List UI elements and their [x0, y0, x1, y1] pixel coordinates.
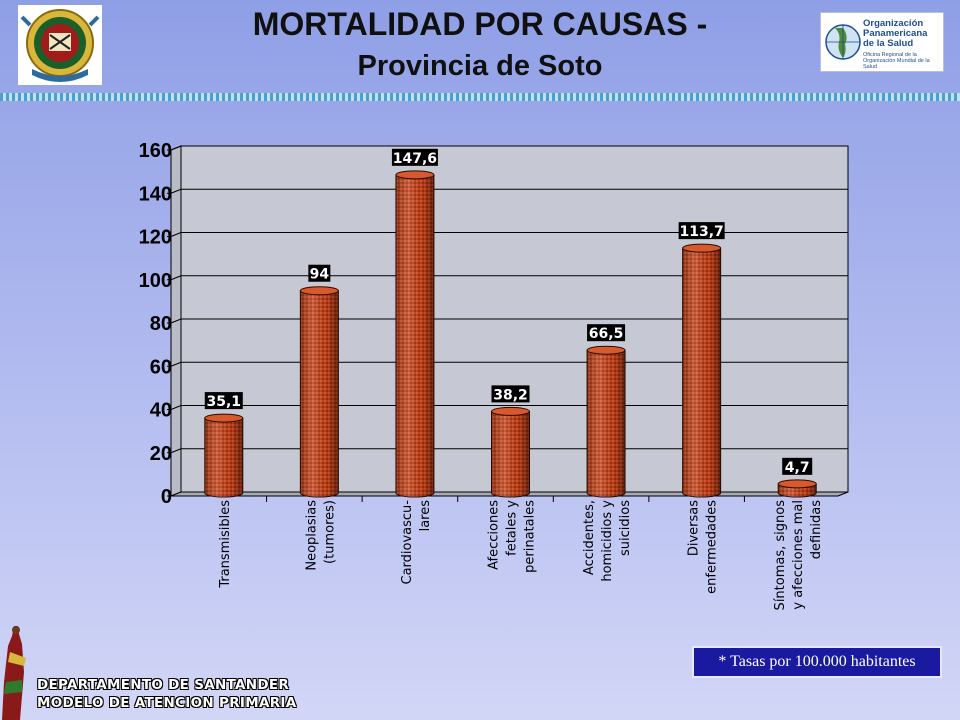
x-category-label-group: Accidentes, homicidios y suicidios	[582, 500, 633, 582]
footer-model: MODELO DE ATENCION PRIMARIA	[37, 695, 297, 711]
gridline-side	[170, 361, 182, 367]
x-category-label-group: Afecciones fetales y perinatales	[487, 500, 538, 573]
x-category-label: definidas	[809, 500, 824, 560]
value-label-box	[204, 392, 243, 410]
value-label: 113,7	[679, 224, 723, 240]
bar-top	[204, 413, 244, 423]
gridline-side	[170, 448, 182, 454]
gridline-side	[170, 318, 182, 324]
rates-note: * Tasas por 100.000 habitantes	[692, 646, 942, 678]
bar-top	[682, 243, 722, 253]
x-category-label: Cardiovascu-	[400, 500, 415, 585]
gridline-side	[170, 405, 182, 410]
bar-shading	[491, 411, 530, 497]
x-category-label: Accidentes,	[582, 500, 597, 575]
value-label: 4,7	[785, 460, 810, 476]
y-tick-label: 140	[139, 183, 172, 205]
ops-logo-name: Organización Panamericana de la Salud	[863, 18, 928, 49]
x-category-label: Transmisibles	[218, 500, 233, 589]
globe-icon	[825, 24, 861, 60]
footer-department: DEPARTAMENTO DE SANTANDER	[37, 677, 290, 693]
ops-logo: Organización Panamericana de la Salud Of…	[820, 12, 944, 72]
value-label-box	[308, 264, 331, 282]
x-category-label: lares	[418, 500, 433, 532]
x-category-label-group: Cardiovascu-lares	[400, 500, 433, 585]
gridline-side	[170, 145, 182, 151]
x-category-label: Diversas	[687, 500, 702, 556]
gridline-side	[170, 275, 182, 281]
x-category-label: (tumores)	[322, 500, 337, 564]
x-category-label: y afecciones mal	[791, 500, 806, 610]
value-label-box	[678, 222, 725, 240]
y-tick-label: 40	[150, 400, 172, 422]
x-category-label-group: Síntomas, signos y afecciones mal definida…	[773, 500, 824, 611]
bar-shading	[395, 174, 434, 497]
bar-top	[777, 479, 817, 489]
bar-top	[586, 345, 626, 355]
x-category-label-group: Neoplasias (tumores)	[304, 500, 337, 571]
y-tick-label: 160	[139, 140, 172, 162]
santander-seal-icon	[18, 5, 102, 85]
bar-top	[299, 286, 339, 296]
page-subtitle: Provincia de Soto	[357, 50, 603, 82]
gridline-side	[170, 232, 182, 237]
x-category-label: homicidios y	[600, 500, 615, 582]
ops-logo-subtitle: Oficina Regional de la Organización Mund…	[863, 52, 930, 70]
x-category-label-group: Diversas enfermedades	[687, 500, 720, 594]
page-title: MORTALIDAD POR CAUSAS -	[252, 6, 708, 42]
x-category-label: suicidios	[618, 500, 633, 556]
value-label: 94	[310, 267, 330, 283]
x-category-label: Síntomas, signos	[773, 500, 788, 611]
bar-shading	[682, 248, 721, 497]
value-label: 38,2	[493, 387, 528, 403]
value-label-box	[491, 385, 530, 403]
folk-figure-icon	[2, 626, 26, 720]
x-category-label: enfermedades	[705, 500, 720, 594]
bar-shading	[204, 418, 243, 497]
bar-shading	[300, 290, 339, 497]
y-tick-label: 20	[150, 443, 172, 465]
y-tick-label: 60	[150, 356, 172, 378]
value-label-box	[587, 324, 626, 342]
y-tick-label: 120	[139, 227, 172, 249]
bar-top	[491, 406, 530, 416]
gridline-side	[170, 188, 182, 194]
x-category-label: Neoplasias	[304, 500, 319, 571]
bar-shading	[587, 350, 626, 497]
x-category-label: fetales y	[505, 500, 520, 556]
value-label-box	[391, 148, 438, 166]
value-label: 35,1	[207, 394, 242, 410]
x-category-label: Afecciones	[487, 500, 502, 570]
bar-top	[395, 170, 435, 180]
value-label-box	[782, 457, 813, 475]
value-label: 147,6	[393, 151, 437, 167]
y-tick-label: 0	[161, 486, 172, 508]
y-tick-label: 100	[139, 270, 172, 292]
x-category-label-group: Transmisibles	[218, 500, 233, 589]
y-tick-label: 80	[150, 313, 172, 335]
header-divider	[0, 93, 960, 101]
x-category-label: perinatales	[523, 500, 538, 573]
value-label: 66,5	[589, 326, 624, 342]
